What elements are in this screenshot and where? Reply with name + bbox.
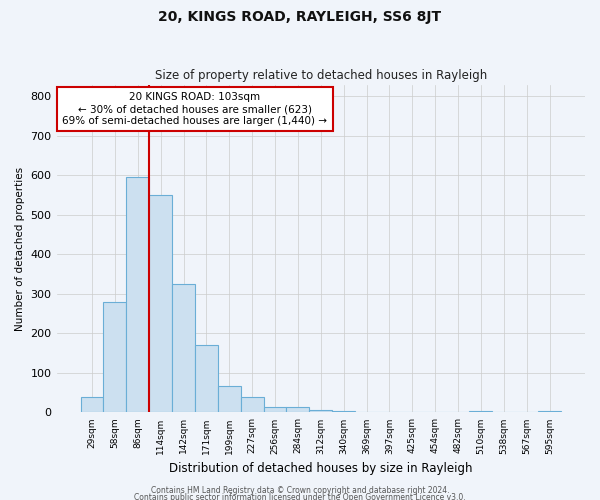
Bar bbox=[195, 346, 218, 412]
X-axis label: Distribution of detached houses by size in Rayleigh: Distribution of detached houses by size … bbox=[169, 462, 473, 475]
Text: 20, KINGS ROAD, RAYLEIGH, SS6 8JT: 20, KINGS ROAD, RAYLEIGH, SS6 8JT bbox=[158, 10, 442, 24]
Bar bbox=[172, 284, 195, 412]
Y-axis label: Number of detached properties: Number of detached properties bbox=[15, 166, 25, 330]
Bar bbox=[286, 408, 310, 412]
Bar bbox=[469, 411, 493, 412]
Bar bbox=[263, 406, 286, 412]
Bar bbox=[332, 411, 355, 412]
Bar bbox=[538, 411, 561, 412]
Text: 20 KINGS ROAD: 103sqm
← 30% of detached houses are smaller (623)
69% of semi-det: 20 KINGS ROAD: 103sqm ← 30% of detached … bbox=[62, 92, 328, 126]
Bar bbox=[149, 195, 172, 412]
Bar bbox=[80, 398, 103, 412]
Bar bbox=[127, 178, 149, 412]
Bar bbox=[241, 398, 263, 412]
Bar bbox=[103, 302, 127, 412]
Bar bbox=[218, 386, 241, 412]
Title: Size of property relative to detached houses in Rayleigh: Size of property relative to detached ho… bbox=[155, 69, 487, 82]
Bar bbox=[310, 410, 332, 412]
Text: Contains HM Land Registry data © Crown copyright and database right 2024.: Contains HM Land Registry data © Crown c… bbox=[151, 486, 449, 495]
Text: Contains public sector information licensed under the Open Government Licence v3: Contains public sector information licen… bbox=[134, 494, 466, 500]
